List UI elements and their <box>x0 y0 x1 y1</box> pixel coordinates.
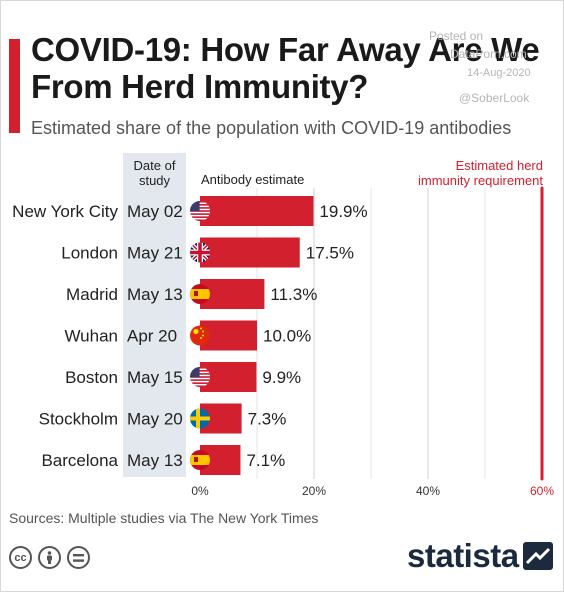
watermark-site: DataPorn.com <box>450 47 527 61</box>
date-label: Apr 20 <box>127 327 177 346</box>
value-label: 10.0% <box>263 327 311 346</box>
statista-logo[interactable]: statista <box>407 537 553 575</box>
x-tick-label: 60% <box>530 484 554 498</box>
sweden-flag-icon <box>190 408 210 429</box>
date-column-header: Date of study <box>133 158 176 188</box>
uk-flag-icon <box>190 242 210 263</box>
x-tick-label: 20% <box>302 484 326 498</box>
category-label: Barcelona <box>41 451 118 470</box>
watermark-posted: Posted on <box>429 29 484 43</box>
category-label: Boston <box>65 368 118 387</box>
license-icons: cc <box>9 546 90 569</box>
no-derivatives-icon[interactable] <box>67 546 90 569</box>
chart-subtitle: Estimated share of the population with C… <box>31 118 512 138</box>
date-label: May 21 <box>127 244 183 263</box>
bar <box>200 237 300 268</box>
cc-icon[interactable]: cc <box>9 546 32 569</box>
value-label: 7.3% <box>248 410 287 429</box>
date-label: May 13 <box>127 285 183 304</box>
date-label: May 02 <box>127 202 183 221</box>
category-label: Wuhan <box>64 327 118 346</box>
x-tick-label: 0% <box>191 484 209 498</box>
value-label: 11.3% <box>270 285 317 304</box>
value-label: 17.5% <box>306 244 354 263</box>
bar-chart: New York City May 02 19.9% London May 21 17.5… <box>12 186 554 498</box>
category-label: London <box>61 244 118 263</box>
value-label: 9.9% <box>262 368 301 387</box>
spain-flag-icon <box>190 450 210 470</box>
herd-immunity-label-line: immunity requirement <box>418 173 543 188</box>
china-flag-icon <box>190 325 210 346</box>
chart-title: COVID-19: How Far Away Are We From Herd … <box>31 31 540 105</box>
brand-name: statista <box>407 537 519 574</box>
value-label: 19.9% <box>319 202 367 221</box>
category-label: New York City <box>12 202 118 221</box>
date-label: May 13 <box>127 451 183 470</box>
us-flag-icon <box>190 367 210 387</box>
date-column-background <box>123 153 186 477</box>
date-label: May 15 <box>127 368 183 387</box>
value-label: 7.1% <box>246 451 285 470</box>
estimate-column-header: Antibody estimate <box>201 172 305 187</box>
x-tick-label: 40% <box>416 484 440 498</box>
bar <box>200 279 265 309</box>
watermark-handle: @SoberLook <box>459 91 530 105</box>
watermark-date: 14-Aug-2020 <box>467 67 531 79</box>
statista-mark-icon <box>522 542 553 570</box>
herd-immunity-label: Estimated herd immunity requirement <box>418 158 543 188</box>
herd-immunity-label-line: Estimated herd <box>455 158 543 173</box>
attribution-icon[interactable] <box>38 546 61 569</box>
category-label: Stockholm <box>39 410 118 429</box>
title-accent-bar <box>9 39 20 133</box>
date-label: May 20 <box>127 410 183 429</box>
bar <box>200 196 314 226</box>
category-label: Madrid <box>66 285 118 304</box>
source-note: Sources: Multiple studies via The New Yo… <box>9 510 319 526</box>
us-flag-icon <box>190 201 210 221</box>
spain-flag-icon <box>190 284 210 304</box>
